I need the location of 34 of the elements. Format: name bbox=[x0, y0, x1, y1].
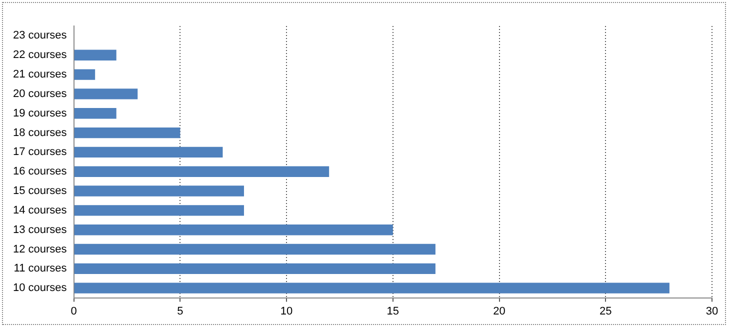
bar bbox=[74, 50, 116, 60]
bar bbox=[74, 166, 330, 177]
y-tick-label: 16 courses bbox=[12, 166, 68, 178]
y-tick-label: 10 courses bbox=[12, 282, 68, 294]
y-tick-label: 15 courses bbox=[12, 185, 68, 198]
y-tick-label: 14 courses bbox=[12, 204, 68, 216]
x-tick-label: 15 bbox=[386, 305, 400, 318]
x-tick-label: 30 bbox=[706, 305, 718, 318]
bar bbox=[74, 69, 96, 80]
x-tick-label: 0 bbox=[70, 305, 77, 318]
x-tick-label: 10 bbox=[280, 305, 293, 318]
y-tick-label: 12 courses bbox=[12, 243, 68, 256]
y-tick-label: 20 courses bbox=[12, 88, 68, 100]
bar bbox=[74, 146, 223, 158]
y-tick-label: 11 courses bbox=[14, 262, 68, 275]
bar bbox=[74, 127, 180, 138]
bar bbox=[74, 205, 244, 216]
y-tick-label: 22 courses bbox=[12, 49, 68, 62]
x-tick-label: 5 bbox=[177, 305, 184, 318]
y-tick-label: 13 courses bbox=[12, 224, 68, 236]
bar bbox=[74, 224, 393, 236]
y-tick-label: 19 courses bbox=[12, 107, 68, 120]
x-tick-label: 20 bbox=[493, 305, 506, 318]
bar bbox=[74, 263, 436, 274]
bar bbox=[74, 186, 244, 196]
bar bbox=[74, 88, 138, 100]
bar bbox=[74, 108, 116, 119]
y-tick-label: 21 courses bbox=[12, 68, 68, 81]
y-tick-label: 17 courses bbox=[12, 146, 68, 158]
y-tick-label: 23 courses bbox=[12, 30, 68, 42]
x-tick-label: 25 bbox=[600, 305, 612, 318]
bar bbox=[74, 282, 670, 294]
bar bbox=[74, 244, 436, 255]
y-tick-label: 18 courses bbox=[12, 126, 68, 139]
